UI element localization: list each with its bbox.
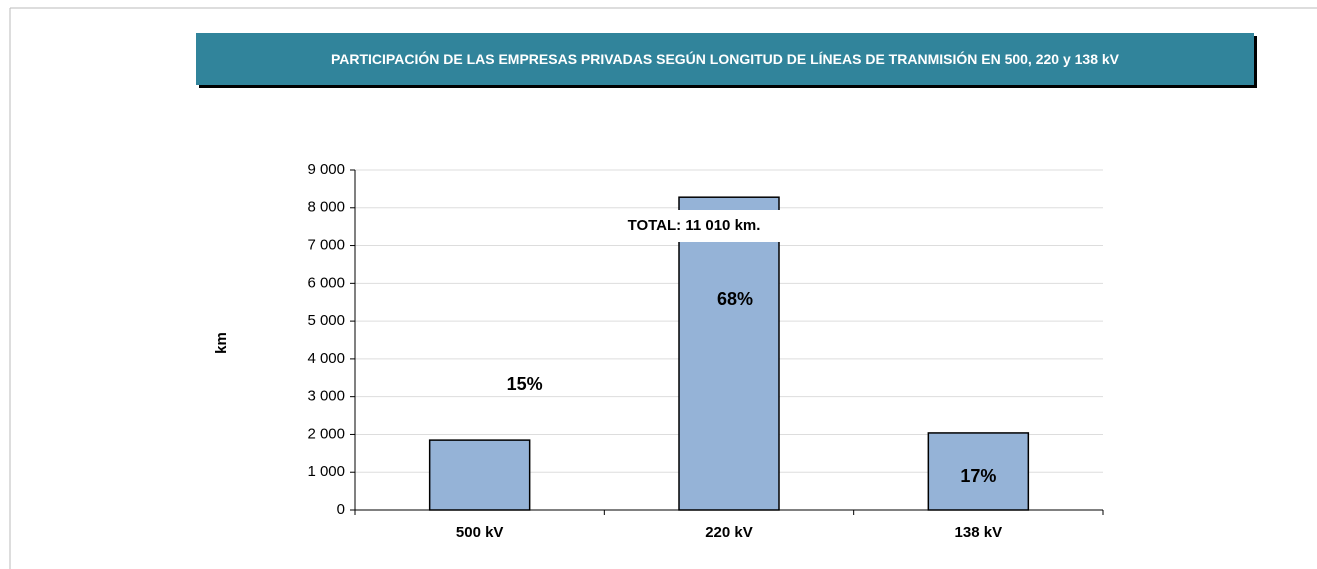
y-tick-label: 7 000 bbox=[307, 237, 345, 254]
annotation: TOTAL: 11 010 km. bbox=[628, 217, 761, 234]
title-holder: PARTICIPACIÓN DE LAS EMPRESAS PRIVADAS S… bbox=[330, 50, 1120, 67]
y-tick-label: 4 000 bbox=[307, 350, 345, 367]
chart-title: PARTICIPACIÓN DE LAS EMPRESAS PRIVADAS S… bbox=[330, 50, 1120, 67]
y-tick-label: 9 000 bbox=[307, 161, 345, 178]
x-tick-label: 500 kV bbox=[456, 524, 504, 541]
annotation-box bbox=[580, 210, 808, 242]
bar bbox=[428, 439, 531, 511]
bar bbox=[678, 196, 780, 511]
y-tick-label: 6 000 bbox=[307, 274, 345, 291]
bar bbox=[927, 432, 1030, 511]
y-tick-label: 1 000 bbox=[307, 463, 345, 480]
x-tick-label: 138 kV bbox=[955, 524, 1003, 541]
data-label: 68% bbox=[717, 289, 753, 309]
data-label: 17% bbox=[960, 466, 996, 486]
y-tick-label: 2 000 bbox=[307, 425, 345, 442]
y-tick-label: 3 000 bbox=[307, 388, 345, 405]
x-tick-label: 220 kV bbox=[705, 524, 753, 541]
y-tick-label: 5 000 bbox=[307, 312, 345, 329]
title-box bbox=[196, 33, 1254, 85]
y-axis-label: km bbox=[213, 332, 230, 354]
data-label: 15% bbox=[507, 374, 543, 394]
y-tick-label: 0 bbox=[337, 501, 345, 518]
y-tick-label: 8 000 bbox=[307, 199, 345, 216]
